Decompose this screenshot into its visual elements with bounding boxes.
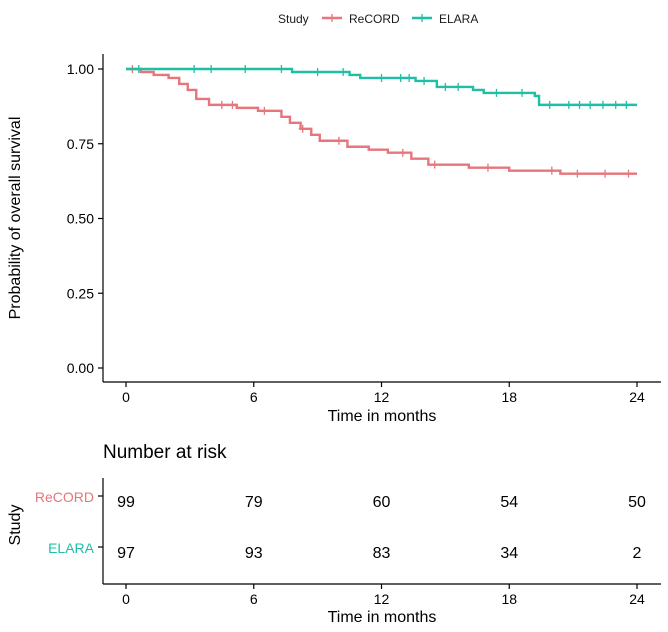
censor-mark <box>228 100 237 109</box>
y-tick-label: 0.75 <box>67 136 94 152</box>
censor-mark <box>598 100 607 109</box>
censor-mark <box>454 82 463 91</box>
censor-mark <box>624 169 633 178</box>
censor-mark <box>134 65 143 73</box>
legend-item-elara: ELARA <box>412 12 478 26</box>
y-tick-label: 0.50 <box>67 211 94 227</box>
risk-count: 50 <box>628 494 646 511</box>
risk-row-record: ReCORD 99 79 60 54 50 <box>35 489 646 511</box>
censor-mark <box>277 65 286 73</box>
censor-mark <box>313 67 322 76</box>
risk-x-tick-label: 18 <box>501 591 517 607</box>
censor-mark <box>483 163 492 172</box>
risk-table-rows: ReCORD 99 79 60 54 50 ELARA 97 93 83 34 2 <box>35 489 646 562</box>
censor-mark <box>518 88 527 97</box>
x-axis-label: Time in months <box>328 408 437 425</box>
y-axis-ticks: 0.00 0.25 0.50 0.75 1.00 <box>67 61 103 376</box>
risk-count: 93 <box>245 545 263 562</box>
km-curve-record <box>126 67 637 175</box>
censor-mark <box>398 148 407 157</box>
x-tick-label: 12 <box>374 389 390 405</box>
km-curve-elara <box>126 67 637 107</box>
risk-x-tick-label: 24 <box>629 591 645 607</box>
censor-mark <box>430 160 439 169</box>
censor-mark <box>207 65 216 73</box>
risk-row-elara: ELARA 97 93 83 34 2 <box>48 540 641 562</box>
risk-x-axis-ticks: 0 6 12 18 24 <box>122 584 645 607</box>
series-elara <box>126 65 637 109</box>
y-tick-label: 0.25 <box>67 285 94 301</box>
censor-mark <box>564 100 573 109</box>
risk-table-ylabel: Study <box>7 505 24 546</box>
risk-count: 99 <box>117 494 135 511</box>
x-tick-label: 18 <box>501 389 517 405</box>
risk-count: 2 <box>633 545 642 562</box>
risk-count: 97 <box>117 545 135 562</box>
survival-plot: 0.00 0.25 0.50 0.75 1.00 0 6 12 18 24 Time in mo… <box>7 54 661 425</box>
x-axis-ticks: 0 6 12 18 24 <box>122 382 645 405</box>
risk-count: 54 <box>500 494 518 511</box>
censor-mark <box>405 73 414 82</box>
censor-mark <box>586 100 595 109</box>
legend-item-record: ReCORD <box>322 12 400 26</box>
censor-mark <box>492 88 501 97</box>
censor-mark <box>622 100 631 109</box>
risk-x-tick-label: 12 <box>374 591 390 607</box>
censor-mark <box>545 100 554 109</box>
censor-mark <box>611 100 620 109</box>
censor-mark <box>573 169 582 178</box>
km-series-group <box>126 65 637 178</box>
risk-count: 79 <box>245 494 263 511</box>
risk-x-tick-label: 0 <box>122 591 130 607</box>
censor-mark <box>396 73 405 82</box>
risk-count: 34 <box>500 545 518 562</box>
censor-mark <box>547 166 556 175</box>
risk-x-axis-label: Time in months <box>328 609 437 626</box>
risk-count: 60 <box>373 494 391 511</box>
censor-mark <box>334 136 343 145</box>
censor-mark <box>377 73 386 82</box>
y-tick-label: 1.00 <box>67 61 94 77</box>
x-tick-label: 0 <box>122 389 130 405</box>
censor-mark <box>339 67 348 76</box>
y-tick-label: 0.00 <box>67 360 94 376</box>
censor-mark <box>575 100 584 109</box>
legend-title: Study <box>278 12 309 26</box>
risk-table-title: Number at risk <box>103 442 227 463</box>
risk-table: Number at risk Study ReCORD 99 79 60 54 50ELA… <box>7 442 661 626</box>
risk-row-label: ELARA <box>48 540 95 556</box>
censor-mark <box>601 169 610 178</box>
risk-row-label: ReCORD <box>35 489 94 505</box>
x-tick-label: 6 <box>250 389 258 405</box>
legend-label: ELARA <box>439 12 478 26</box>
censor-mark <box>217 100 226 109</box>
risk-x-tick-label: 6 <box>250 591 258 607</box>
x-tick-label: 24 <box>629 389 645 405</box>
censor-mark <box>441 82 450 91</box>
y-axis-label: Probability of overall survival <box>7 117 24 320</box>
censor-mark <box>420 76 429 85</box>
legend-label: ReCORD <box>349 12 400 26</box>
legend: Study ReCORD ELARA <box>278 12 478 26</box>
censor-mark <box>241 65 250 73</box>
censor-mark <box>260 106 269 115</box>
censor-mark <box>190 65 199 73</box>
series-record <box>126 65 637 178</box>
censor-mark <box>298 124 307 133</box>
legend-items: ReCORD ELARA <box>322 12 478 26</box>
risk-count: 83 <box>373 545 391 562</box>
